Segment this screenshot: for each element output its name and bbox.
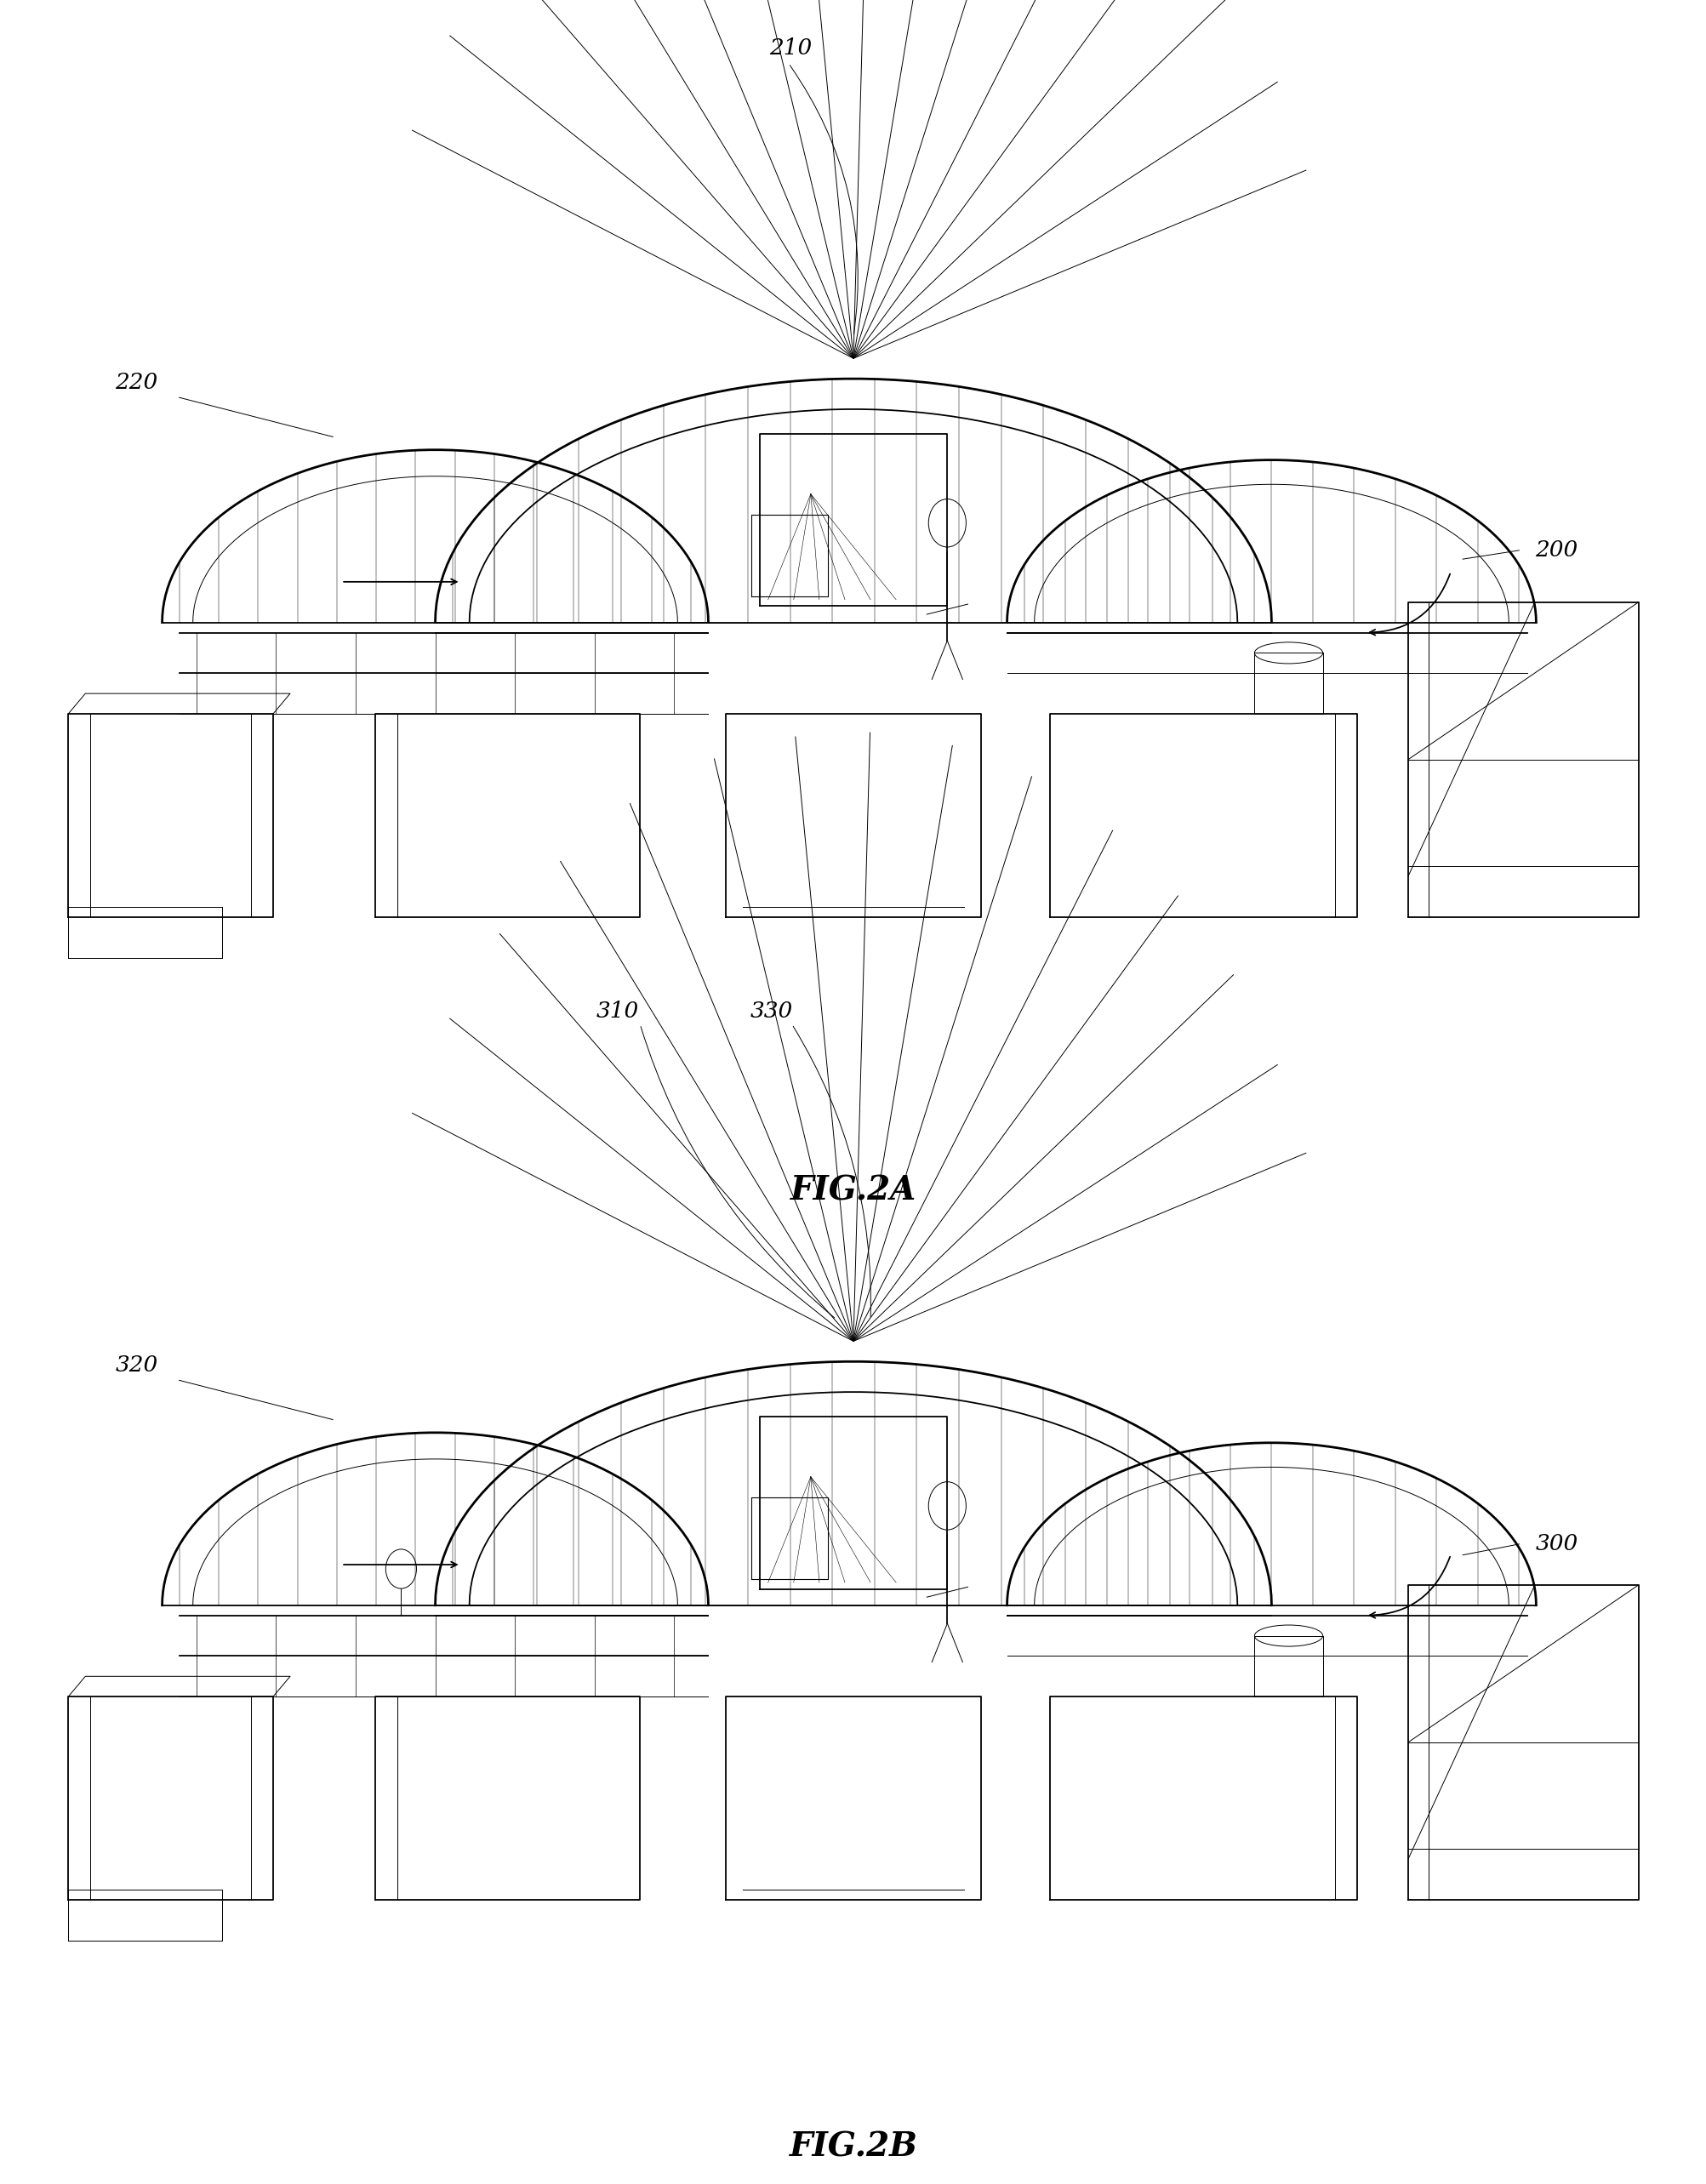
Text: 320: 320 [114,1354,159,1376]
Text: 330: 330 [749,1000,793,1022]
Text: 200: 200 [1534,539,1578,561]
Text: 220: 220 [114,371,159,393]
Text: 210: 210 [768,37,812,59]
Text: 300: 300 [1534,1533,1578,1555]
Text: 310: 310 [595,1000,640,1022]
Text: FIG.2A: FIG.2A [790,1175,916,1206]
Text: FIG.2B: FIG.2B [788,2132,918,2162]
